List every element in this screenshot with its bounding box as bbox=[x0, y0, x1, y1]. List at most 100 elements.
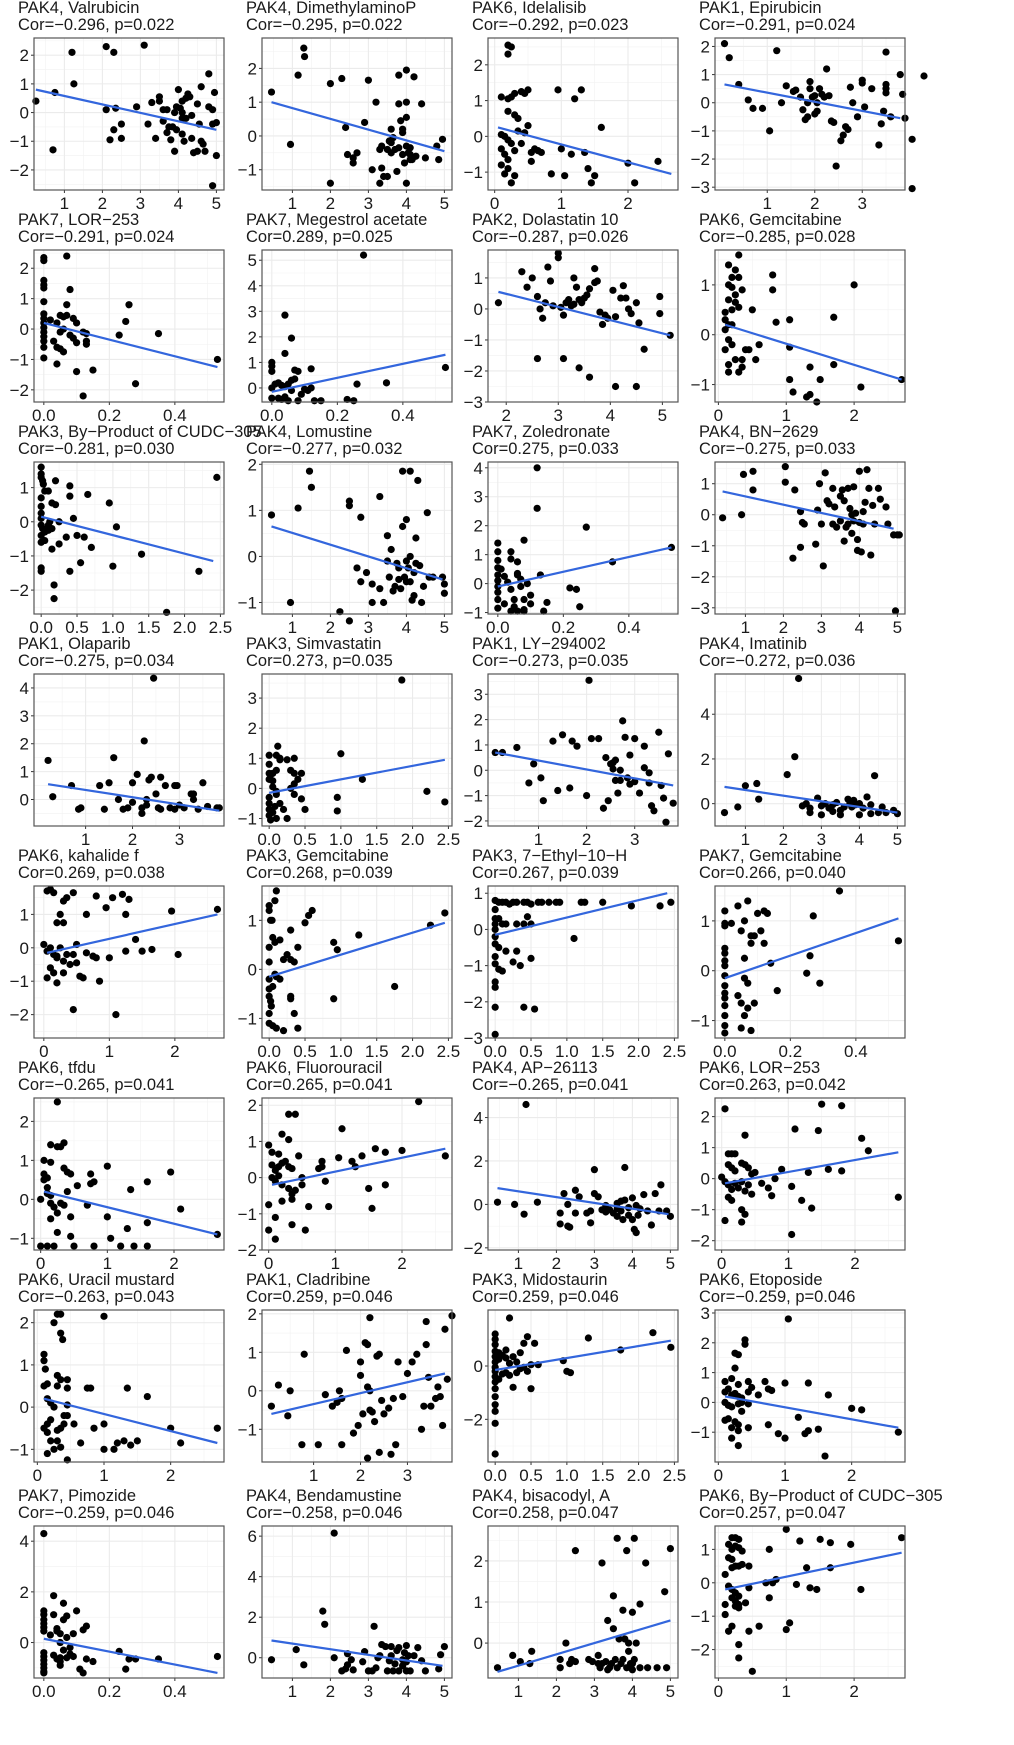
data-point bbox=[863, 466, 871, 474]
data-point bbox=[636, 1664, 644, 1672]
panel-correlation-stats: Cor=−0.272, p=0.036 bbox=[699, 652, 856, 670]
y-tick-label: 0 bbox=[248, 779, 257, 798]
data-point bbox=[333, 793, 341, 802]
y-tick-label: 2 bbox=[20, 1314, 29, 1333]
plot-border bbox=[261, 37, 453, 191]
data-point bbox=[517, 139, 525, 148]
panel-correlation-stats: Cor=−0.291, p=0.024 bbox=[18, 228, 175, 246]
data-point bbox=[651, 1189, 659, 1198]
y-tick-label: −2 bbox=[10, 581, 29, 600]
x-tick-label: 0.5 bbox=[293, 830, 317, 849]
data-point bbox=[441, 363, 450, 372]
data-point bbox=[840, 497, 848, 505]
plot-border bbox=[714, 37, 906, 191]
x-tick-label: 0.5 bbox=[65, 618, 89, 637]
y-tick-label: 2 bbox=[701, 37, 710, 56]
data-point bbox=[305, 1202, 313, 1211]
data-point bbox=[806, 952, 814, 960]
x-tick-label: 2.5 bbox=[437, 830, 461, 849]
data-point bbox=[565, 296, 573, 304]
data-point bbox=[60, 1201, 68, 1209]
data-point bbox=[891, 607, 900, 615]
data-point bbox=[171, 805, 179, 813]
data-point bbox=[57, 1443, 65, 1451]
data-point bbox=[66, 482, 74, 490]
data-point bbox=[497, 145, 505, 153]
data-point bbox=[835, 887, 844, 895]
data-point bbox=[808, 1204, 816, 1212]
y-tick-label: −2 bbox=[464, 812, 483, 831]
data-point bbox=[896, 70, 904, 79]
data-point bbox=[274, 1381, 283, 1389]
panel-correlation-stats: Cor=−0.295, p=0.022 bbox=[246, 16, 403, 34]
data-point bbox=[127, 1441, 135, 1449]
data-point bbox=[115, 331, 123, 339]
y-tick-label: 1 bbox=[248, 1343, 257, 1362]
data-point bbox=[120, 1437, 128, 1445]
scatter-panel: PAK6, Uracil mustard Cor=−0.263, p=0.043 0… bbox=[0, 1272, 253, 1490]
data-point bbox=[520, 1003, 528, 1011]
data-point bbox=[375, 1350, 383, 1358]
data-point bbox=[269, 982, 277, 991]
data-point bbox=[836, 811, 844, 819]
data-point bbox=[734, 1184, 742, 1192]
x-tick-label: 1 bbox=[105, 1042, 114, 1061]
data-point bbox=[152, 134, 160, 142]
data-point bbox=[632, 1201, 640, 1210]
data-point bbox=[112, 1011, 120, 1019]
data-point bbox=[611, 313, 620, 321]
y-tick-label: 3 bbox=[474, 685, 483, 704]
y-tick-label: 0 bbox=[474, 300, 483, 319]
data-point bbox=[122, 317, 130, 326]
data-point bbox=[395, 144, 403, 152]
data-point bbox=[131, 935, 140, 944]
plot-background bbox=[34, 674, 224, 826]
data-point bbox=[294, 367, 302, 375]
data-point bbox=[659, 794, 668, 802]
data-point bbox=[507, 179, 515, 187]
data-point bbox=[68, 48, 76, 56]
regression-line bbox=[724, 1151, 899, 1185]
data-point bbox=[894, 1193, 902, 1201]
data-point bbox=[623, 1547, 631, 1555]
data-point bbox=[882, 89, 890, 97]
data-point bbox=[632, 382, 640, 391]
data-point bbox=[287, 334, 296, 342]
y-tick-label: 1 bbox=[474, 92, 483, 111]
x-tick-label: 0 bbox=[714, 406, 723, 425]
data-point bbox=[201, 147, 209, 155]
data-point bbox=[818, 1100, 826, 1108]
data-point bbox=[395, 575, 403, 584]
data-point bbox=[50, 969, 58, 977]
data-point bbox=[173, 781, 181, 790]
data-point bbox=[740, 954, 749, 962]
data-point bbox=[599, 804, 608, 812]
data-point bbox=[813, 107, 821, 115]
plot-background bbox=[715, 886, 905, 1038]
y-tick-label: 5 bbox=[248, 251, 257, 270]
data-point bbox=[836, 517, 844, 525]
panel-correlation-stats: Cor=0.259, p=0.046 bbox=[472, 1288, 619, 1306]
data-point bbox=[788, 1230, 796, 1239]
y-tick-label: 1 bbox=[474, 269, 483, 288]
data-point bbox=[37, 502, 45, 511]
data-point bbox=[796, 543, 805, 551]
data-point bbox=[378, 1396, 386, 1405]
y-tick-label: 0 bbox=[248, 379, 257, 398]
data-point bbox=[213, 905, 222, 913]
data-point bbox=[527, 157, 535, 165]
data-point bbox=[300, 1661, 308, 1669]
data-point bbox=[117, 134, 125, 142]
data-point bbox=[817, 811, 825, 819]
data-point bbox=[491, 1341, 499, 1349]
data-point bbox=[66, 492, 74, 500]
y-tick-label: 0 bbox=[701, 506, 710, 525]
plot-border bbox=[33, 673, 225, 827]
plot-background bbox=[715, 250, 905, 402]
data-point bbox=[824, 1391, 832, 1399]
data-point bbox=[368, 1204, 376, 1212]
data-point bbox=[308, 906, 316, 915]
x-tick-label: 0 bbox=[490, 194, 499, 213]
